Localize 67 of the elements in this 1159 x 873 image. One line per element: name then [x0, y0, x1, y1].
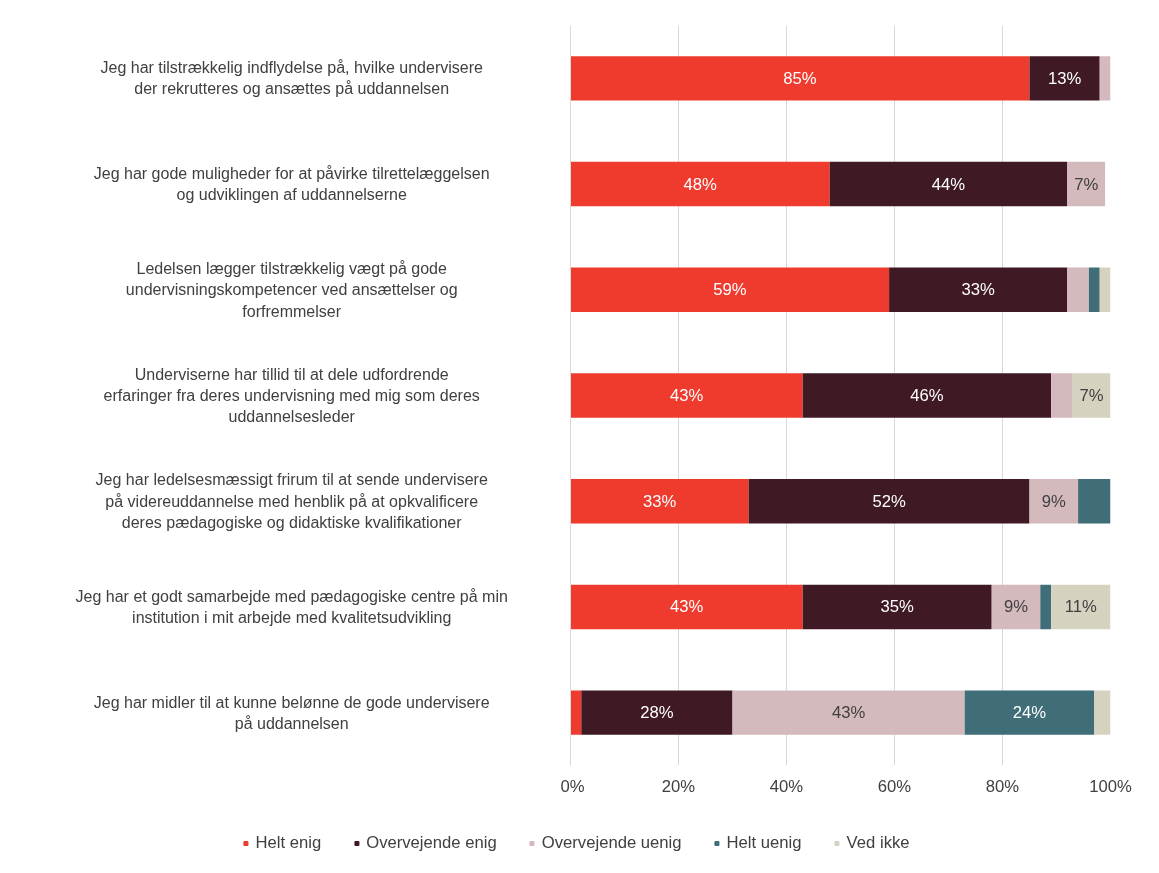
bar — [570, 267, 890, 312]
data-label: 28% — [640, 703, 674, 723]
x-tick-label: 0% — [560, 776, 585, 796]
bar — [1029, 479, 1079, 524]
bar — [1040, 584, 1052, 630]
x-tick-label: 40% — [769, 776, 804, 796]
bar — [1088, 267, 1100, 312]
data-label: 7% — [1079, 386, 1104, 405]
legend-label: Helt uenig — [726, 832, 802, 853]
x-tick-label: 60% — [877, 776, 912, 796]
bar — [1099, 56, 1111, 101]
legend-label: Helt enig — [255, 832, 322, 853]
data-label: 33% — [642, 491, 677, 511]
data-label: 44% — [931, 174, 966, 194]
bar — [570, 56, 1030, 101]
bar — [802, 584, 992, 630]
y-tick-label: Jeg har tilstrækkelig indflydelse på, hvilke undervisere der rekrutteres og ansættes på uddannelsen — [100, 59, 483, 98]
bar — [829, 161, 1068, 207]
x-tick-label: 20% — [661, 776, 696, 796]
bar — [1051, 584, 1111, 630]
data-label: 59% — [713, 280, 747, 300]
bar — [1067, 267, 1089, 312]
data-label: 52% — [872, 491, 906, 511]
data-label: 24% — [1012, 703, 1047, 723]
data-label: 43% — [669, 597, 704, 617]
data-label: 9% — [1003, 597, 1029, 617]
data-label: 46% — [910, 386, 944, 405]
bar — [1072, 373, 1111, 418]
data-label: 85% — [783, 68, 817, 88]
data-label: 35% — [880, 597, 915, 617]
data-label: 48% — [683, 174, 717, 194]
data-label: 13% — [1047, 68, 1082, 88]
y-tick-label: Jeg har et godt samarbejde med pædagogiske centre på min institution i mit arbejde med kvalitetsudvikling — [75, 587, 508, 627]
data-label: 43% — [831, 703, 866, 723]
y-tick-label: Underviserne har tillid til at dele udfordrende erfaringer fra deres undervisning med mig som deres uddannelsesleder — [103, 365, 480, 426]
bar — [1029, 56, 1100, 101]
data-label: 33% — [961, 280, 996, 300]
bar — [1099, 267, 1111, 312]
data-label: 7% — [1074, 174, 1099, 194]
bar — [732, 690, 965, 735]
bar — [748, 479, 1030, 524]
bar — [1078, 479, 1111, 524]
bar — [570, 584, 803, 630]
y-tick-label: Jeg har midler til at kunne belønne de gode undervisere på uddannelsen — [93, 693, 490, 732]
bar — [802, 373, 1052, 418]
bar — [889, 267, 1068, 312]
y-tick-label: Ledelsen lægger tilstrækkelig vægt på gode undervisningskompetencer ved ansættelser og forfremmelser — [125, 260, 458, 320]
y-tick-label: Jeg har gode muligheder for at påvirke tilrettelæggelsen og udviklingen af uddannelserne — [93, 164, 490, 204]
data-label: 43% — [669, 386, 704, 405]
y-tick-label: Jeg har ledelsesmæssigt frirum til at sende undervisere på videreuddannelse med henblik på at opkvalificere deres pædagogiske og didaktiske kvalifikationer — [95, 471, 488, 531]
legend-label: Overvejende uenig — [541, 832, 682, 853]
data-label: 9% — [1041, 491, 1067, 511]
bar — [570, 690, 582, 735]
bar — [570, 479, 749, 524]
legend-label: Ved ikke — [846, 832, 910, 853]
bar — [991, 584, 1041, 630]
bar — [1067, 161, 1106, 207]
bar — [581, 690, 733, 735]
x-tick-label: 80% — [985, 776, 1020, 796]
x-tick-label: 100% — [1089, 776, 1132, 796]
bar — [964, 690, 1095, 735]
data-label: 11% — [1064, 597, 1098, 617]
bar — [1051, 373, 1073, 418]
bar — [570, 161, 830, 207]
bar — [570, 373, 803, 418]
legend-label: Overvejende enig — [366, 832, 497, 853]
bar — [1094, 690, 1111, 735]
